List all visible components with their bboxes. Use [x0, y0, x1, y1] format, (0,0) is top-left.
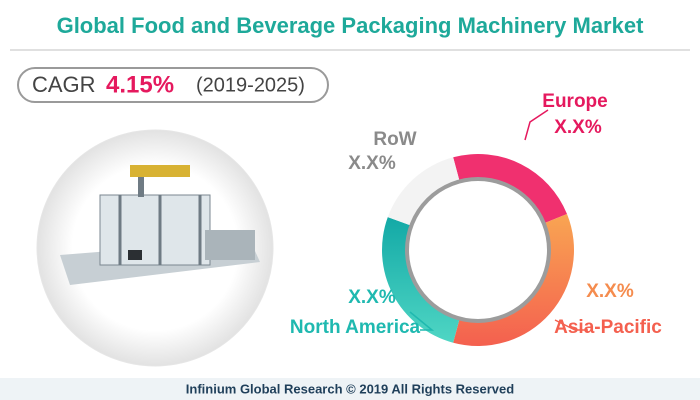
donut-segment — [453, 214, 574, 347]
donut-segment — [387, 157, 460, 227]
machine-illustration — [36, 129, 274, 367]
cagr-period: (2019-2025) — [196, 74, 305, 96]
title: Global Food and Beverage Packaging Machi… — [57, 13, 645, 38]
cagr-label: CAGR — [32, 72, 96, 97]
cagr-pill — [17, 67, 329, 103]
segment-name: Europe — [542, 91, 607, 112]
donut-hole — [405, 177, 551, 323]
footer: Infinium Global Research © 2019 All Righ… — [186, 381, 514, 396]
leader-lines — [409, 109, 588, 331]
footer-bar — [0, 378, 700, 400]
segment-value: X.X% — [348, 287, 396, 308]
donut-segment — [453, 154, 568, 224]
segment-value: X.X% — [348, 153, 396, 174]
segment-name: RoW — [373, 129, 416, 150]
segment-value: X.X% — [554, 117, 602, 138]
segment-name: North America — [290, 317, 421, 338]
segment-value: X.X% — [586, 281, 634, 302]
segment-name: Asia-Pacific — [554, 317, 662, 338]
cagr-value: 4.15% — [106, 71, 174, 98]
